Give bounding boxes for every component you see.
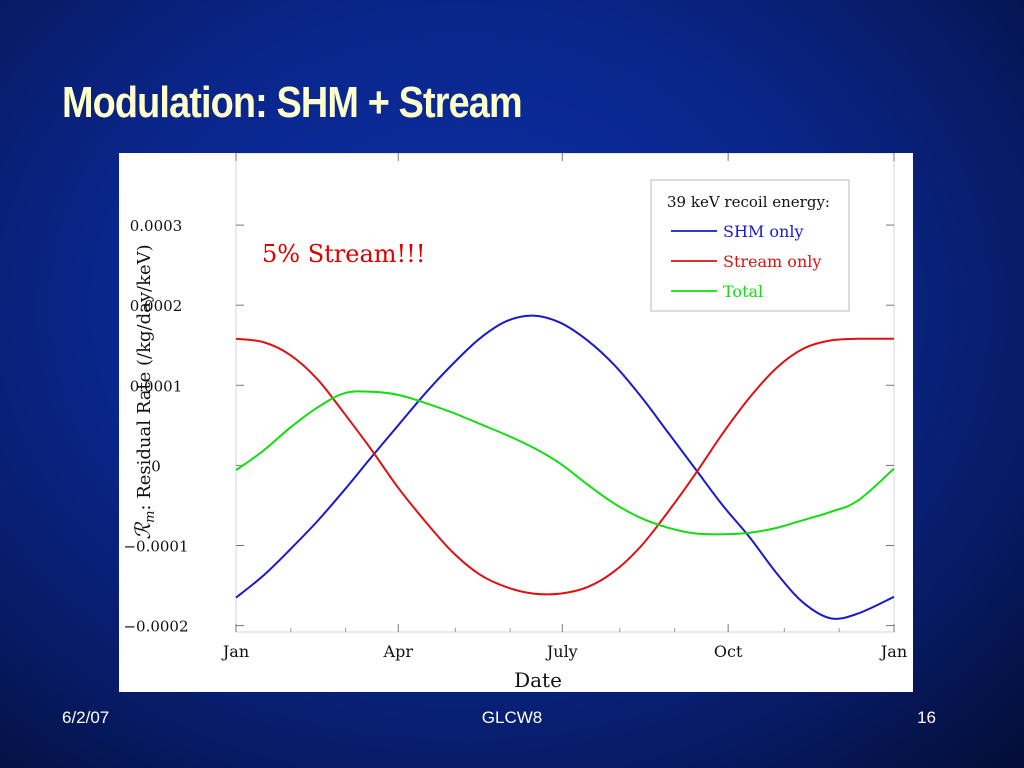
y-axis-label-text: : Residual Rate (/kg/day/keV) <box>134 244 155 510</box>
chart-panel: 0.0003 0.0002 0.0001 0 −0.0001 −0.0002 Jan Apr… <box>119 153 913 692</box>
legend-label-stream-only: Stream only <box>723 252 821 271</box>
y-axis-label-symbol: ℛ <box>131 522 155 540</box>
y-tick-label: −0.0001 <box>123 537 188 555</box>
y-axis-ticks: 0.0003 0.0002 0.0001 0 −0.0001 −0.0002 <box>123 217 894 636</box>
plot-frame <box>235 153 895 633</box>
svg-text:ℛm: Residual Rate (/kg/day/keV: ℛm: Residual Rate (/kg/day/keV) <box>131 244 158 539</box>
footer-date: 6/2/07 <box>62 708 110 727</box>
legend-label-total: Total <box>723 282 763 301</box>
series-line-shm-only <box>235 314 895 620</box>
series-line-total <box>235 390 895 536</box>
y-tick-label: 0 <box>151 457 161 475</box>
legend: 39 keV recoil energy: SHM only Stream onl… <box>650 179 850 312</box>
y-tick-label: 0.0003 <box>130 217 183 235</box>
x-axis-label: Date <box>514 668 562 692</box>
series-lines <box>235 314 895 620</box>
footer-page-number: 16 <box>917 708 936 727</box>
residual-rate-chart: 0.0003 0.0002 0.0001 0 −0.0001 −0.0002 Jan Apr… <box>123 153 907 692</box>
series-line-stream-only <box>235 337 895 596</box>
x-tick-label: Jan <box>879 642 907 661</box>
x-tick-label: Jan <box>221 642 249 661</box>
legend-title: 39 keV recoil energy: <box>667 193 830 211</box>
legend-box <box>650 179 850 312</box>
y-tick-label: 0.0001 <box>130 377 183 395</box>
x-tick-label: Apr <box>383 642 414 661</box>
legend-entries: SHM only Stream only Total <box>671 222 821 301</box>
y-axis-label: ℛm: Residual Rate (/kg/day/keV) <box>131 244 158 539</box>
stream-annotation: 5% Stream!!! <box>262 240 425 268</box>
y-tick-label: −0.0002 <box>123 618 188 636</box>
x-axis-ticks: Jan Apr July Oct Jan <box>221 153 907 661</box>
legend-label-shm-only: SHM only <box>723 222 803 241</box>
y-axis-label-subscript: m <box>143 511 158 523</box>
slide-title: Modulation: SHM + Stream <box>62 78 523 127</box>
x-tick-label: July <box>545 642 578 661</box>
x-tick-label: Oct <box>714 642 743 661</box>
footer-title: GLCW8 <box>481 708 543 727</box>
y-tick-label: 0.0002 <box>130 297 183 315</box>
